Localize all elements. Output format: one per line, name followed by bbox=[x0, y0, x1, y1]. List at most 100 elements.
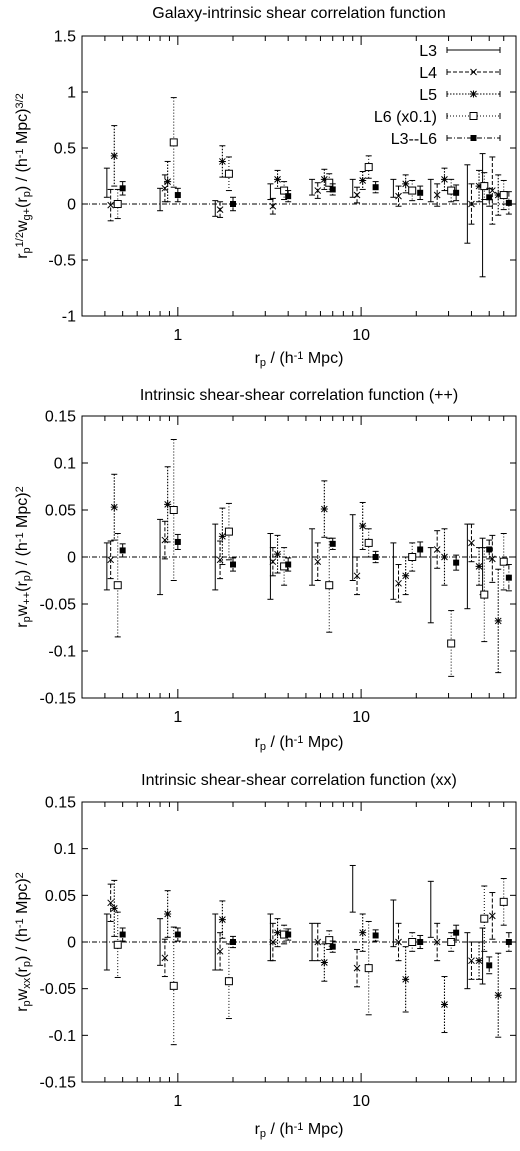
data-point bbox=[475, 182, 483, 190]
y-tick-label: 0.05 bbox=[45, 503, 76, 520]
y-tick-label: -0.5 bbox=[48, 253, 76, 270]
data-point bbox=[110, 904, 118, 912]
x-tick-label: 1 bbox=[173, 709, 182, 726]
data-point bbox=[218, 916, 226, 924]
y-tick-label: -0.05 bbox=[40, 597, 77, 614]
data-point bbox=[285, 193, 292, 200]
y-tick-label: 0.05 bbox=[45, 888, 76, 905]
chart-title: Intrinsic shear-shear correlation functi… bbox=[140, 387, 458, 404]
data-point bbox=[107, 556, 115, 564]
legend-label: L3 bbox=[419, 43, 437, 60]
y-tick-label: 1.5 bbox=[54, 29, 76, 46]
legend-label: L6 (x0.1) bbox=[374, 109, 437, 126]
data-point bbox=[314, 558, 322, 566]
data-point bbox=[269, 558, 277, 566]
data-point bbox=[353, 191, 361, 199]
data-point bbox=[417, 189, 424, 196]
plot-frame bbox=[81, 35, 517, 317]
data-point bbox=[402, 975, 410, 983]
data-point bbox=[453, 189, 460, 196]
data-point bbox=[218, 532, 226, 540]
y-tick-label: -0.15 bbox=[40, 1075, 77, 1092]
data-point bbox=[499, 191, 508, 200]
data-point bbox=[274, 175, 282, 183]
data-point bbox=[224, 169, 233, 178]
data-point bbox=[174, 931, 181, 938]
legend-marker bbox=[469, 112, 478, 120]
data-point bbox=[480, 182, 489, 191]
data-point bbox=[113, 581, 122, 590]
y-tick-label: -0.15 bbox=[40, 691, 77, 708]
data-point bbox=[113, 200, 122, 208]
data-point bbox=[440, 1001, 448, 1009]
data-point bbox=[440, 175, 448, 183]
y-tick-label: 0 bbox=[67, 935, 76, 952]
data-point bbox=[433, 938, 441, 946]
x-tick-label: 10 bbox=[352, 327, 370, 344]
data-point bbox=[359, 176, 367, 184]
data-point bbox=[119, 931, 126, 938]
data-point bbox=[164, 500, 172, 508]
data-point bbox=[480, 914, 489, 923]
series-l5 bbox=[110, 879, 502, 1038]
y-tick-label: -0.05 bbox=[40, 981, 77, 998]
data-point bbox=[274, 929, 282, 937]
data-point bbox=[329, 943, 336, 950]
data-point bbox=[230, 939, 237, 945]
y-tick-label: 0.15 bbox=[45, 795, 76, 812]
chart-panel-3: Intrinsic shear-shear correlation functi… bbox=[14, 772, 517, 1140]
data-point bbox=[107, 899, 115, 907]
series-l3-l6 bbox=[119, 181, 512, 215]
data-point bbox=[161, 184, 169, 192]
data-point bbox=[230, 201, 237, 207]
y-tick-label: 0.5 bbox=[54, 141, 76, 158]
data-point bbox=[224, 527, 233, 536]
data-point bbox=[164, 178, 172, 186]
y-tick-label: 0.1 bbox=[54, 456, 76, 473]
data-point bbox=[320, 959, 328, 967]
data-point bbox=[107, 201, 115, 209]
data-point bbox=[447, 639, 456, 648]
data-point bbox=[408, 553, 417, 561]
y-tick-label: 0 bbox=[67, 550, 76, 567]
data-point bbox=[169, 138, 178, 147]
data-point bbox=[274, 550, 282, 558]
y-axis-label: rp1/2wg+(rp) / (h-1 Mpc)3/2 bbox=[14, 93, 33, 259]
series-l3 bbox=[103, 514, 486, 624]
data-point bbox=[395, 938, 402, 946]
data-point bbox=[314, 187, 322, 194]
data-point bbox=[325, 178, 334, 187]
data-point bbox=[169, 506, 178, 514]
data-point bbox=[353, 572, 361, 580]
data-point bbox=[499, 897, 508, 906]
data-point bbox=[329, 540, 336, 547]
data-point bbox=[164, 910, 172, 918]
data-point bbox=[395, 579, 402, 587]
data-point bbox=[216, 556, 224, 564]
data-point bbox=[372, 554, 379, 560]
data-point bbox=[353, 964, 361, 972]
data-point bbox=[475, 957, 483, 965]
data-point bbox=[364, 964, 373, 973]
data-point bbox=[110, 152, 118, 160]
data-point bbox=[468, 957, 475, 965]
series-l6-x0-1- bbox=[113, 878, 508, 1046]
data-point bbox=[119, 547, 126, 554]
data-point bbox=[453, 559, 460, 566]
x-tick-label: 10 bbox=[352, 709, 370, 726]
x-tick-label: 1 bbox=[173, 327, 182, 344]
data-point bbox=[505, 939, 512, 945]
data-point bbox=[364, 163, 373, 172]
legend-marker bbox=[470, 68, 477, 76]
data-point bbox=[314, 938, 322, 946]
data-point bbox=[269, 938, 277, 946]
data-point bbox=[433, 546, 441, 553]
data-point bbox=[372, 184, 379, 191]
y-tick-label: 0.15 bbox=[45, 409, 76, 426]
data-point bbox=[480, 590, 489, 599]
data-point bbox=[505, 574, 512, 581]
legend-label: L4 bbox=[419, 65, 437, 82]
data-point bbox=[320, 505, 328, 513]
data-point bbox=[494, 191, 502, 199]
